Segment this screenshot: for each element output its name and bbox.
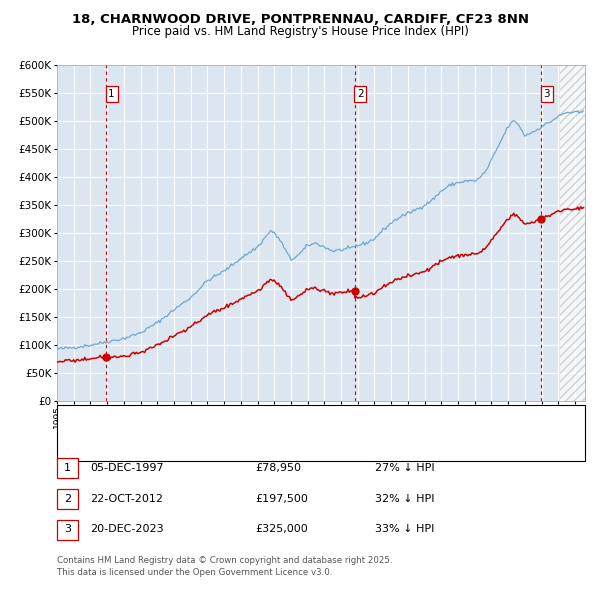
Text: 33% ↓ HPI: 33% ↓ HPI xyxy=(375,525,434,534)
Text: 05-DEC-1997: 05-DEC-1997 xyxy=(90,463,164,473)
Text: £197,500: £197,500 xyxy=(255,494,308,503)
Text: 22-OCT-2012: 22-OCT-2012 xyxy=(90,494,163,503)
Text: 20-DEC-2023: 20-DEC-2023 xyxy=(90,525,164,534)
Text: Contains HM Land Registry data © Crown copyright and database right 2025.
This d: Contains HM Land Registry data © Crown c… xyxy=(57,556,392,577)
Text: HPI: Average price, detached house, Cardiff: HPI: Average price, detached house, Card… xyxy=(97,441,314,451)
Text: 18, CHARNWOOD DRIVE, PONTPRENNAU, CARDIFF, CF23 8NN: 18, CHARNWOOD DRIVE, PONTPRENNAU, CARDIF… xyxy=(71,13,529,26)
Text: 3: 3 xyxy=(64,525,71,534)
Text: 1: 1 xyxy=(64,463,71,473)
Text: 32% ↓ HPI: 32% ↓ HPI xyxy=(375,494,434,503)
Text: 3: 3 xyxy=(544,89,550,99)
Text: £325,000: £325,000 xyxy=(255,525,308,534)
Text: 27% ↓ HPI: 27% ↓ HPI xyxy=(375,463,434,473)
Text: Price paid vs. HM Land Registry's House Price Index (HPI): Price paid vs. HM Land Registry's House … xyxy=(131,25,469,38)
Text: 2: 2 xyxy=(64,494,71,503)
Text: £78,950: £78,950 xyxy=(255,463,301,473)
Text: 18, CHARNWOOD DRIVE, PONTPRENNAU, CARDIFF, CF23 8NN (detached house): 18, CHARNWOOD DRIVE, PONTPRENNAU, CARDIF… xyxy=(97,416,496,426)
Text: 2: 2 xyxy=(357,89,364,99)
Text: 1: 1 xyxy=(108,89,115,99)
